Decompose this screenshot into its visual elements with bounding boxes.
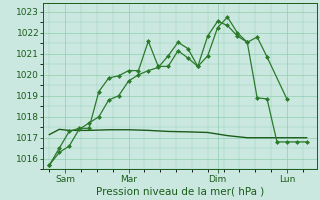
X-axis label: Pression niveau de la mer( hPa ): Pression niveau de la mer( hPa ) — [96, 187, 264, 197]
